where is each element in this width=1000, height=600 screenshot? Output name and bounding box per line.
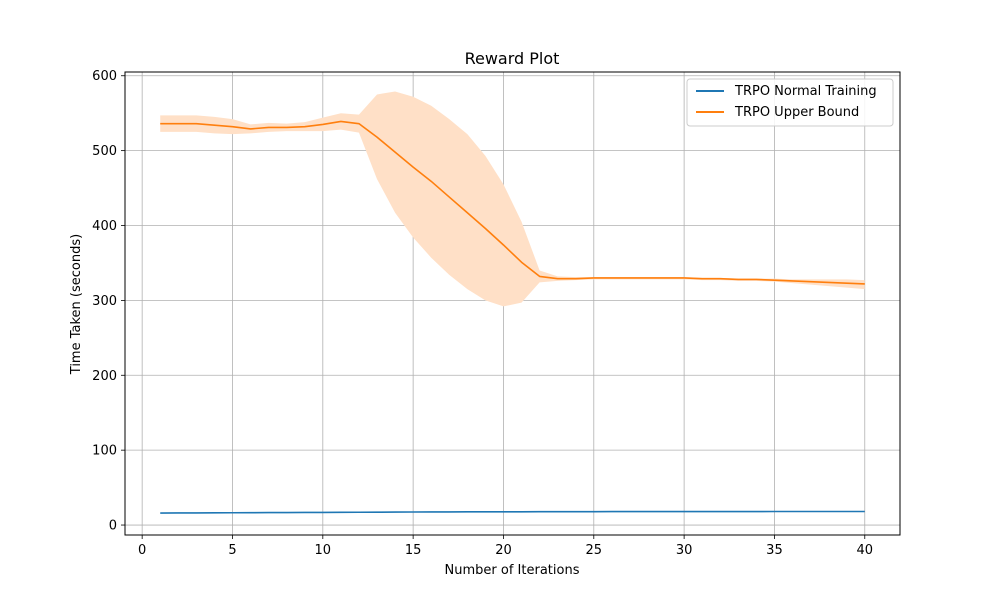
x-tick-label: 20 bbox=[495, 543, 512, 558]
series-lines bbox=[160, 120, 865, 514]
plot-frame bbox=[124, 71, 901, 536]
series-line-1 bbox=[160, 120, 865, 285]
y-tick-label: 600 bbox=[92, 69, 117, 84]
x-tick-label: 35 bbox=[766, 543, 783, 558]
x-tick-label: 40 bbox=[856, 543, 873, 558]
series-line-0 bbox=[160, 510, 865, 514]
y-tick-label: 500 bbox=[92, 144, 117, 159]
series-band-1 bbox=[160, 91, 865, 307]
legend-label-normal-training: TRPO Normal Training bbox=[734, 84, 877, 99]
legend-label-upper-bound: TRPO Upper Bound bbox=[734, 105, 859, 120]
legend: TRPO Normal Training TRPO Upper Bound bbox=[686, 78, 894, 127]
legend-box bbox=[686, 78, 894, 127]
x-tick-label: 15 bbox=[405, 543, 422, 558]
confidence-bands bbox=[160, 91, 865, 307]
y-axis-title: Time Taken (seconds) bbox=[69, 234, 84, 375]
x-tick-label: 10 bbox=[315, 543, 332, 558]
x-tick-label: 25 bbox=[586, 543, 603, 558]
y-tick-label: 0 bbox=[109, 519, 117, 534]
y-tick-label: 400 bbox=[92, 219, 117, 234]
x-tick-label: 0 bbox=[138, 543, 146, 558]
y-tick-label: 100 bbox=[92, 444, 117, 459]
x-tick-label: 5 bbox=[228, 543, 236, 558]
x-tick-label: 30 bbox=[676, 543, 693, 558]
x-axis-title: Number of Iterations bbox=[445, 563, 580, 578]
y-tick-label: 300 bbox=[92, 294, 117, 309]
y-tick-label: 200 bbox=[92, 369, 117, 384]
chart-title: Reward Plot bbox=[465, 49, 560, 68]
